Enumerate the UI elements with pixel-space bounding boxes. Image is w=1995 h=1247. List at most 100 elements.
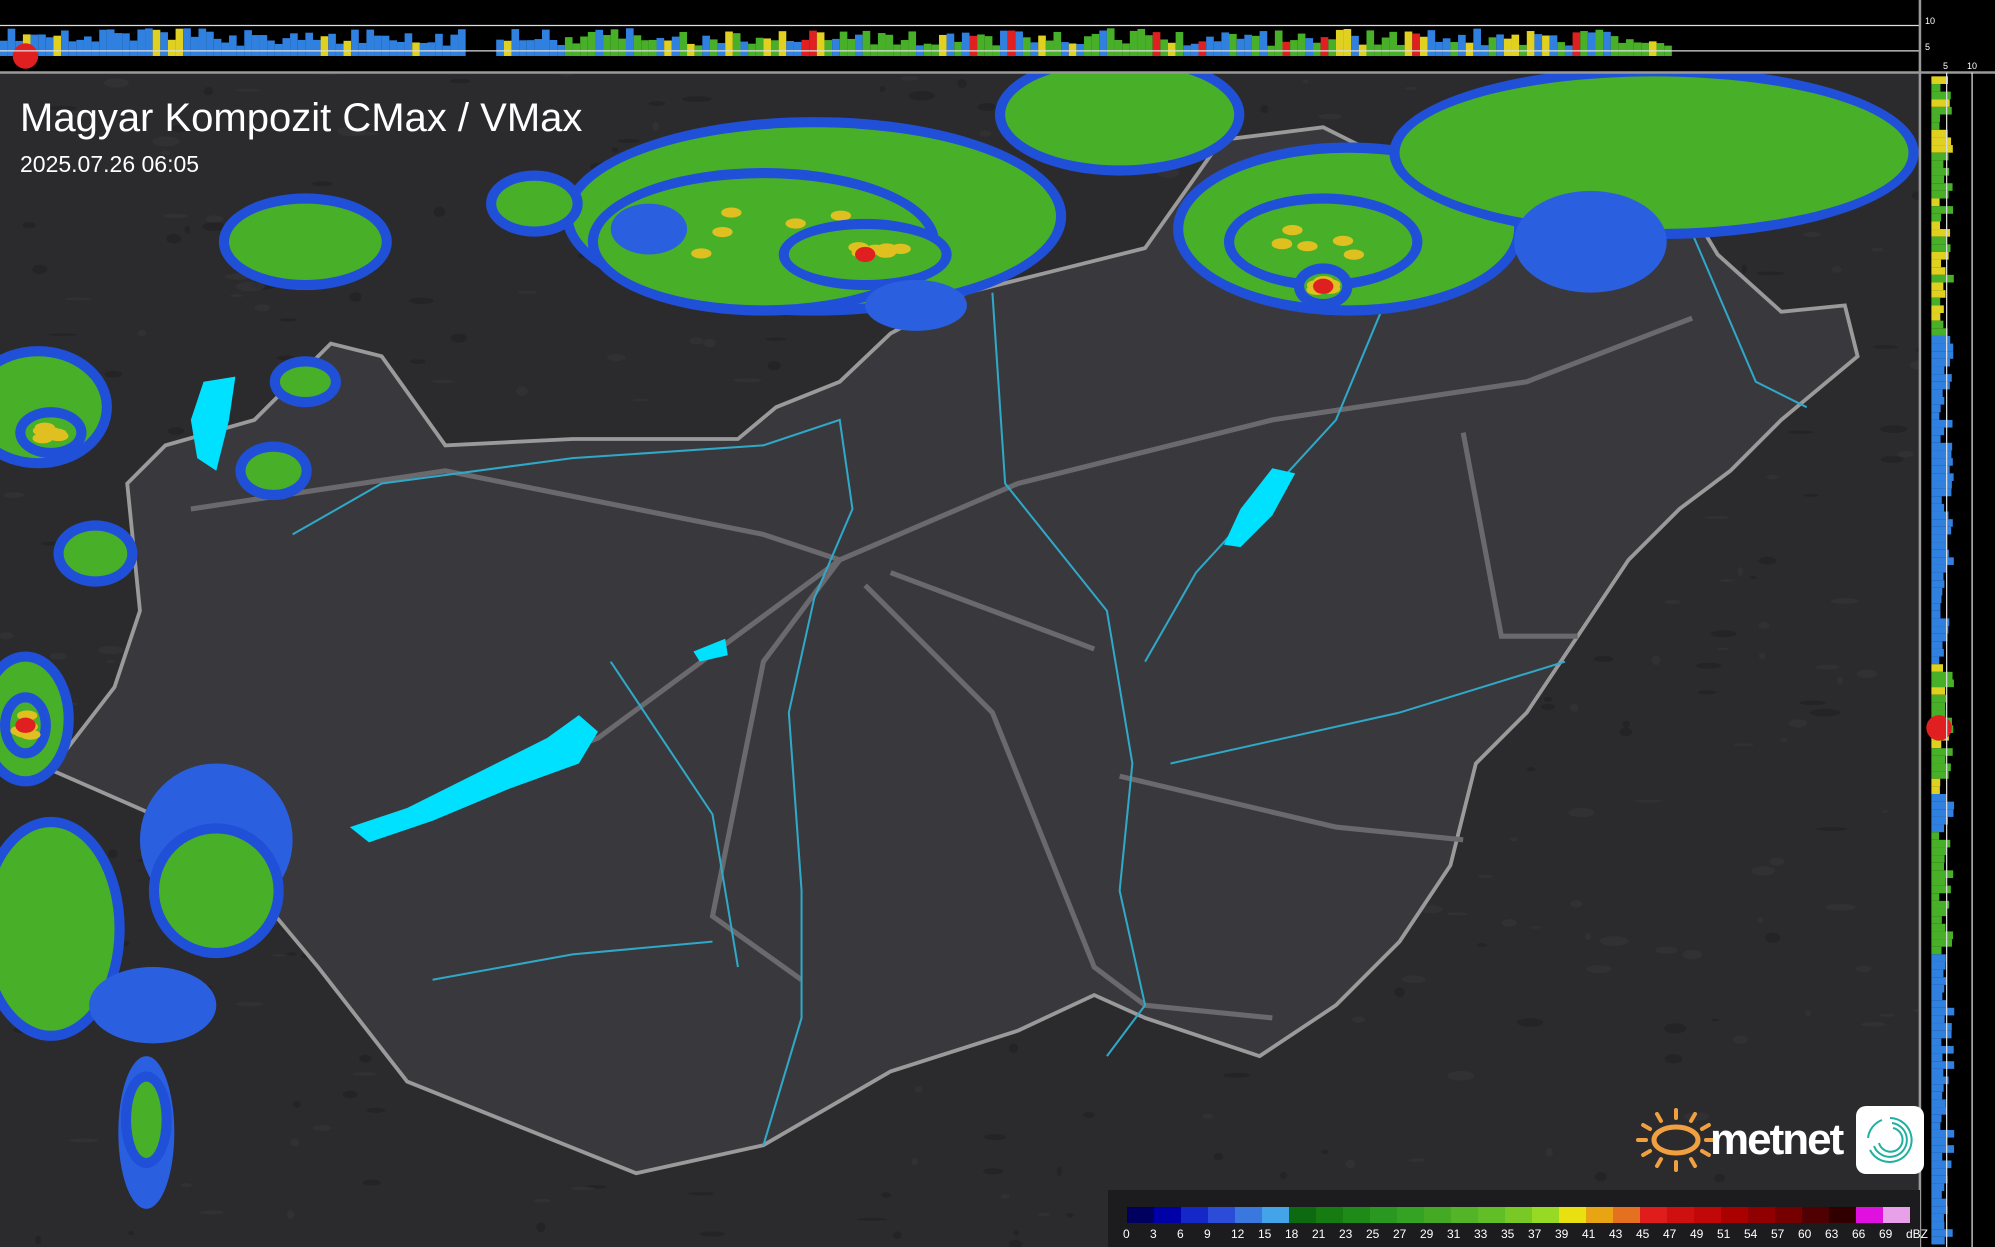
top-profile-bar [1610, 36, 1619, 56]
terrain-shade [1698, 690, 1717, 695]
side-profile-bar [1931, 145, 1953, 153]
top-profile-bar [160, 32, 168, 56]
top-profile-bar [671, 36, 680, 56]
top-profile-bar [351, 29, 359, 56]
sun-icon [1636, 1108, 1716, 1172]
radar-echo [1399, 76, 1909, 230]
top-profile-bar [1603, 31, 1611, 56]
side-profile-bar [1931, 358, 1951, 367]
legend-swatch [1721, 1207, 1748, 1223]
radar-echo-strong [721, 207, 742, 218]
top-profile-bar [984, 36, 993, 56]
top-profile-bar [259, 35, 268, 56]
top-profile-bar [312, 39, 321, 56]
side-profile-bar [1931, 801, 1955, 810]
legend-swatch [1775, 1207, 1802, 1223]
side-profile-bar [1931, 763, 1951, 772]
radar-echo-strong [1343, 249, 1365, 260]
side-profile-echoes [1926, 76, 1955, 1245]
top-profile-bar [328, 33, 336, 56]
radar-echo-core [15, 717, 36, 733]
terrain-shade [1345, 1159, 1356, 1169]
top-profile-bar [1419, 36, 1428, 56]
side-profile-bar [1931, 931, 1953, 940]
legend-label: 25 [1366, 1227, 1380, 1241]
top-profile-bar [30, 34, 39, 56]
top-profile-bar [152, 29, 161, 56]
top-profile-bar [603, 35, 611, 56]
side-profile-bar [1931, 809, 1954, 817]
side-profile-bar [1931, 893, 1940, 901]
side-profile-bar [1931, 267, 1946, 275]
top-profile-bar [1198, 41, 1207, 56]
top-profile-bar [1244, 34, 1252, 56]
top-profile-bar [1282, 41, 1291, 56]
side-profile-bar [1931, 710, 1946, 718]
side-profile-bar [1931, 1160, 1952, 1169]
terrain-shade [1622, 720, 1630, 728]
side-profile-bar [1931, 877, 1946, 886]
sun-ray [1641, 1149, 1653, 1157]
side-profile-bar [1931, 1107, 1947, 1115]
legend-label: 23 [1339, 1227, 1353, 1241]
top-profile-bar [145, 28, 153, 56]
terrain-shade [1568, 807, 1595, 818]
terrain-shade [128, 1230, 134, 1236]
side-profile-bar [1931, 1038, 1942, 1046]
side-profile-bar [1931, 1000, 1947, 1008]
terrain-shade [168, 427, 185, 435]
side-profile-bar [1931, 557, 1954, 565]
side-profile-bar [1931, 412, 1940, 420]
rivers [292, 203, 1808, 1146]
sun-ray [1699, 1123, 1711, 1131]
top-profile-bar [1145, 35, 1153, 56]
side-profile-bar [1931, 374, 1952, 382]
terrain-shade [1599, 936, 1629, 946]
side-profile-bar [1931, 961, 1946, 970]
side-profile-bar [1931, 404, 1941, 413]
top-profile-bar [61, 30, 69, 56]
side-profile-bar [1931, 1168, 1948, 1176]
top-profile-bar [251, 35, 260, 56]
top-profile-bar [1000, 30, 1008, 56]
terrain-shade [1066, 1212, 1074, 1218]
legend-swatch [1316, 1207, 1343, 1223]
terrain-shade [1741, 264, 1747, 274]
top-profile-bar [618, 38, 626, 56]
terrain-shade [1897, 450, 1914, 458]
legend-label: 66 [1852, 1227, 1866, 1241]
legend-swatch [1127, 1207, 1154, 1223]
terrain-shade [1855, 965, 1872, 973]
terrain-shade [1682, 949, 1703, 960]
top-profile-bar [1633, 42, 1642, 56]
radar-echo-strong [691, 248, 712, 259]
legend-label: 69 [1879, 1227, 1893, 1241]
terrain-shade [1476, 943, 1487, 947]
radar-echo-strong [1271, 238, 1293, 249]
top-profile-bar [427, 42, 436, 56]
terrain-shade [166, 233, 182, 244]
side-profile-bar [1931, 480, 1952, 489]
side-profile-bar [1931, 687, 1946, 695]
terrain-shade [1788, 430, 1814, 434]
terrain-shade [1663, 1023, 1687, 1034]
side-profile-bar [1931, 1053, 1943, 1062]
top-profile-bar [206, 31, 214, 56]
legend-swatch [1667, 1207, 1694, 1223]
radar-echo-strong [16, 710, 38, 721]
top-profile-bar [343, 40, 352, 56]
terrain-shade [287, 952, 297, 956]
terrain-shade [1696, 662, 1722, 669]
top-profile-bar [358, 42, 367, 56]
top-profile-bar [167, 39, 176, 56]
terrain-shade [1758, 652, 1766, 659]
terrain-shade [1809, 709, 1841, 717]
terrain-shade [1418, 905, 1443, 914]
side-profile-bar [1931, 198, 1940, 207]
radar-echo [1234, 203, 1413, 280]
terrain-shade [607, 354, 626, 362]
terrain-shade [1717, 647, 1729, 651]
terrain-shade [1037, 1212, 1050, 1217]
legend-swatch [1532, 1207, 1559, 1223]
side-profile-bar [1931, 190, 1949, 199]
